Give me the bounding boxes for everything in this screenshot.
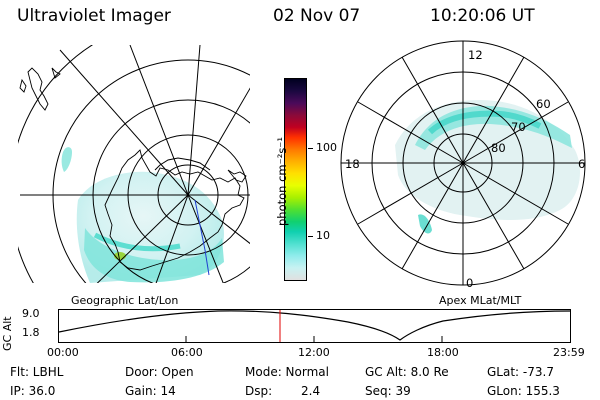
geographic-map <box>18 45 250 283</box>
apex-polar-plot <box>340 40 586 286</box>
colorbar <box>284 78 307 281</box>
apex-panel-label: Apex MLat/MLT <box>439 294 522 307</box>
timeline-ymin: 1.8 <box>22 326 40 339</box>
time-label: 10:20:06 UT <box>430 6 535 26</box>
mode-info: Mode: Normal <box>245 365 329 379</box>
seq-info: Seq: 39 <box>365 384 411 398</box>
geo-aurora-patch <box>61 147 72 172</box>
geo-coastline-nz <box>27 67 49 111</box>
colorbar-tick-10-mark <box>308 236 313 237</box>
altitude-curve <box>58 310 571 341</box>
timeline-xtick-1: 06:00 <box>171 346 203 359</box>
geo-coastline-antarctica <box>104 149 245 271</box>
apex-aurora-strong <box>427 110 542 135</box>
timeline-xtick-2: 12:00 <box>298 346 330 359</box>
geo-panel-label: Geographic Lat/Lon <box>71 294 179 307</box>
timeline-ymax: 9.0 <box>22 307 40 320</box>
geo-aurora-arc <box>93 232 181 252</box>
dsp-label: Dsp: <box>245 384 273 398</box>
mlt-label-0: 0 <box>466 276 474 290</box>
date-label: 02 Nov 07 <box>273 6 361 26</box>
dsp-value: 2.4 <box>301 384 321 398</box>
door-info: Door: Open <box>125 365 194 379</box>
colorbar-tick-100-mark <box>308 148 313 149</box>
mlat-label-80: 80 <box>491 141 506 155</box>
timeline-xtick-0: 00:00 <box>47 346 79 359</box>
filter-info: Flt: LBHL <box>10 365 64 379</box>
geo-blue-track <box>194 199 210 276</box>
colorbar-tick-100: 100 <box>316 141 337 154</box>
mlt-label-6: 6 <box>578 157 586 171</box>
glat-info: GLat: -73.7 <box>487 365 554 379</box>
timeline-xtick-3: 18:00 <box>427 346 459 359</box>
altitude-timeline-plot <box>58 309 571 343</box>
ip-info: IP: 36.0 <box>10 384 56 398</box>
gain-info: Gain: 14 <box>125 384 176 398</box>
colorbar-gradient <box>284 78 307 281</box>
apex-aurora-patch <box>418 214 432 234</box>
timeline-ylabel: GC Alt <box>1 316 14 351</box>
geo-aurora-oval <box>84 228 224 283</box>
gc-alt-info: GC Alt: 8.0 Re <box>365 365 449 379</box>
mlt-label-18: 18 <box>345 157 360 171</box>
timeline-xtick-4: 23:59 <box>553 346 585 359</box>
colorbar-tick-10: 10 <box>316 229 330 242</box>
instrument-title: Ultraviolet Imager <box>17 6 171 26</box>
glon-info: GLon: 155.3 <box>487 384 560 398</box>
colorbar-unit: photon cm⁻²s⁻¹ <box>275 137 289 226</box>
mlt-label-12: 12 <box>468 48 483 62</box>
mlat-label-60: 60 <box>536 97 551 111</box>
mlat-label-70: 70 <box>511 120 526 134</box>
